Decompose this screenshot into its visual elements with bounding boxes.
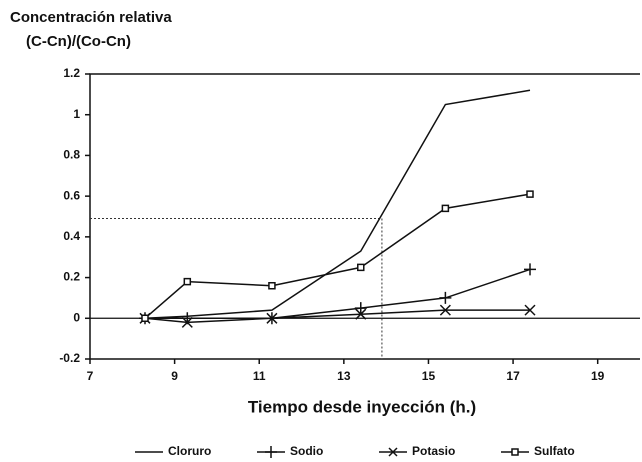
marker bbox=[181, 316, 193, 328]
x-tick-label: 17 bbox=[506, 369, 520, 383]
series-line bbox=[144, 309, 530, 324]
x-tick-label: 19 bbox=[591, 369, 605, 383]
marker bbox=[524, 263, 536, 276]
y-tick-label: 0.6 bbox=[63, 188, 80, 202]
series-line bbox=[145, 268, 531, 320]
x-tick-label: 13 bbox=[337, 369, 351, 383]
y-tick-label: 0.4 bbox=[63, 229, 80, 243]
marker bbox=[141, 314, 149, 323]
legend-marker bbox=[265, 446, 277, 458]
x-tick-label: 15 bbox=[422, 369, 436, 383]
series-line bbox=[144, 193, 531, 319]
legend-label: Potasio bbox=[412, 444, 455, 458]
marker bbox=[439, 304, 451, 316]
marker bbox=[524, 304, 536, 316]
legend-label: Cloruro bbox=[168, 444, 211, 458]
x-tick-label: 7 bbox=[87, 369, 94, 383]
x-axis-label: Tiempo desde inyección (h.) bbox=[248, 397, 476, 416]
legend-label: Sodio bbox=[290, 444, 323, 458]
chart-title: Concentración relativa bbox=[10, 9, 172, 26]
y-tick-label: -0.2 bbox=[59, 351, 80, 365]
legend-marker bbox=[511, 448, 519, 456]
marker bbox=[357, 263, 365, 272]
legend-marker bbox=[388, 447, 398, 457]
y-tick-label: 0 bbox=[73, 310, 80, 324]
marker bbox=[439, 291, 452, 304]
marker bbox=[441, 204, 450, 213]
marker bbox=[183, 277, 192, 286]
y-tick-label: 1.2 bbox=[63, 66, 80, 80]
marker bbox=[266, 312, 278, 324]
y-tick-label: 1 bbox=[73, 107, 80, 121]
marker bbox=[355, 308, 367, 320]
marker bbox=[526, 190, 534, 198]
y-tick-label: 0.8 bbox=[63, 148, 80, 162]
x-tick-label: 11 bbox=[253, 369, 266, 383]
marker bbox=[354, 302, 367, 315]
y-axis-label: (C-Cn)/(Co-Cn) bbox=[26, 33, 131, 50]
x-tick-label: 9 bbox=[171, 369, 178, 383]
series-line bbox=[144, 89, 531, 320]
y-tick-label: 0.2 bbox=[63, 270, 80, 284]
plot-frame bbox=[89, 73, 640, 360]
marker bbox=[268, 281, 276, 290]
legend-label: Sulfato bbox=[534, 444, 575, 458]
